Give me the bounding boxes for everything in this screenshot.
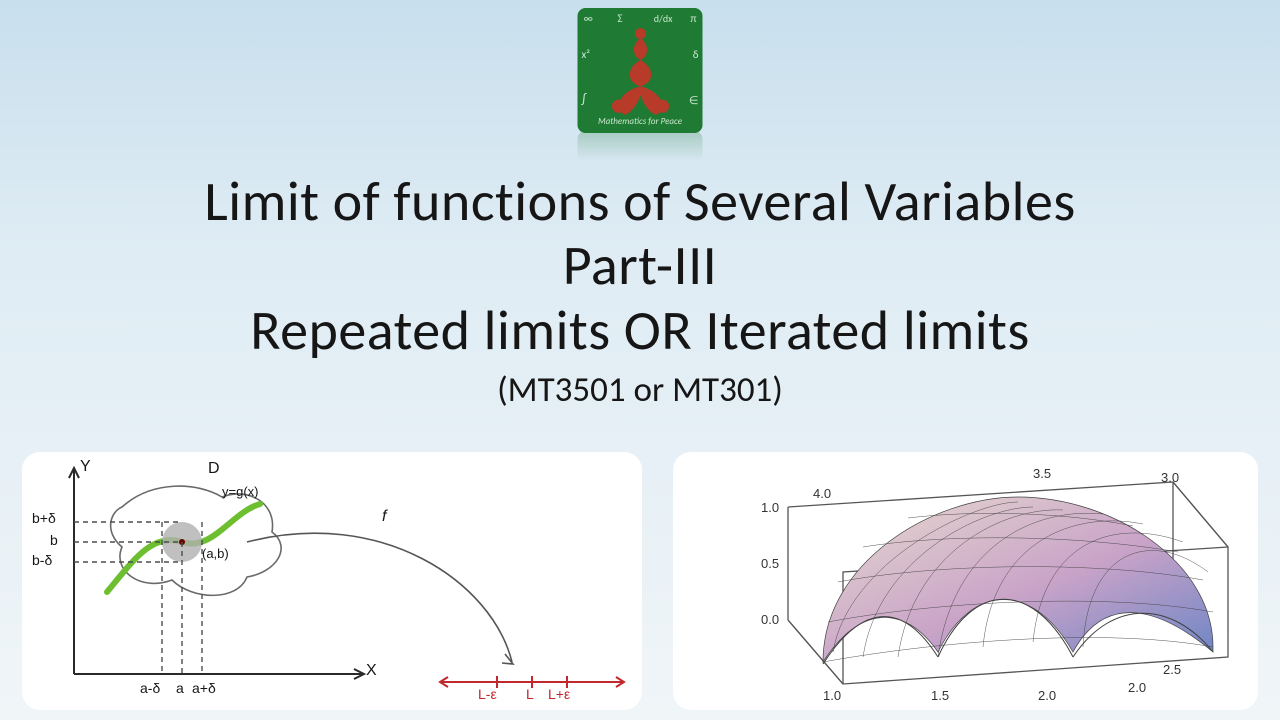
svg-text:1.0: 1.0 (761, 500, 779, 515)
logo-sym-5: δ (693, 48, 699, 61)
logo-sym-2: d/dx (654, 12, 673, 25)
lbl-f: f (382, 508, 386, 526)
svg-text:4.0: 4.0 (813, 486, 831, 501)
title-line-3: Repeated limits OR Iterated limits (0, 299, 1280, 363)
logo-sym-3: π (690, 12, 696, 25)
title-line-2: Part-III (0, 234, 1280, 298)
logo-sym-4: x² (582, 48, 590, 61)
lbl-D: D (208, 460, 220, 478)
svg-text:2.0: 2.0 (1038, 688, 1056, 703)
logo-block: Mathematics for Peace ∞ Σ d/dx π x² δ ∫ … (578, 8, 703, 161)
lbl-Lm: L-ε (478, 686, 497, 702)
lbl-a-minus: a-δ (140, 680, 160, 696)
lbl-a: a (176, 680, 184, 696)
lbl-b: b (50, 532, 58, 548)
svg-text:1.5: 1.5 (931, 688, 949, 703)
title-line-1: Limit of functions of Several Variables (0, 170, 1280, 234)
title-block: Limit of functions of Several Variables … (0, 170, 1280, 411)
logo-caption: Mathematics for Peace (578, 116, 703, 127)
title-sub: (MT3501 or MT301) (0, 369, 1280, 411)
lbl-ab: (a,b) (202, 546, 229, 561)
lbl-yg: y=g(x) (222, 484, 258, 499)
svg-text:0.0: 0.0 (761, 612, 779, 627)
panels-row: Y X D f b+δ b b-δ a-δ a a+δ (a,b) y=g(x)… (0, 452, 1280, 710)
svg-text:3.0: 3.0 (1161, 470, 1179, 485)
logo-sym-1: Σ (618, 12, 623, 25)
sketch-svg (22, 452, 642, 710)
lbl-a-plus: a+δ (192, 680, 216, 696)
svg-text:0.5: 0.5 (761, 556, 779, 571)
svg-text:3.5: 3.5 (1033, 466, 1051, 481)
sketch-panel: Y X D f b+δ b b-δ a-δ a a+δ (a,b) y=g(x)… (22, 452, 642, 710)
lbl-b-minus: b-δ (32, 552, 52, 568)
surface-panel: 1.0 1.5 2.0 2.0 2.5 3.0 3.5 4.0 0.0 0.5 … (673, 452, 1258, 710)
svg-text:2.0: 2.0 (1128, 680, 1146, 695)
logo-sym-0: ∞ (584, 12, 593, 25)
lbl-b-plus: b+δ (32, 510, 56, 526)
lbl-Lp: L+ε (548, 686, 570, 702)
svg-text:1.0: 1.0 (823, 688, 841, 703)
logo-sym-7: ∈ (689, 94, 699, 107)
surface-svg: 1.0 1.5 2.0 2.0 2.5 3.0 3.5 4.0 0.0 0.5 … (673, 452, 1258, 710)
lbl-X: X (366, 662, 377, 680)
lbl-L: L (526, 686, 534, 702)
logo-sym-6: ∫ (582, 92, 587, 107)
logo-figure (585, 16, 695, 126)
logo: Mathematics for Peace ∞ Σ d/dx π x² δ ∫ … (578, 8, 703, 133)
lbl-Y: Y (80, 458, 91, 476)
svg-text:2.5: 2.5 (1163, 662, 1181, 677)
logo-reflection (578, 131, 703, 161)
